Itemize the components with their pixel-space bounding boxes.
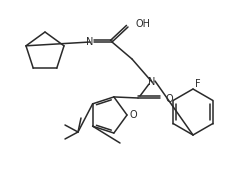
Text: N: N [148, 77, 156, 87]
Text: F: F [195, 79, 201, 89]
Text: O: O [130, 110, 138, 120]
Text: N: N [86, 37, 94, 47]
Text: OH: OH [136, 19, 151, 29]
Text: O: O [165, 94, 173, 104]
